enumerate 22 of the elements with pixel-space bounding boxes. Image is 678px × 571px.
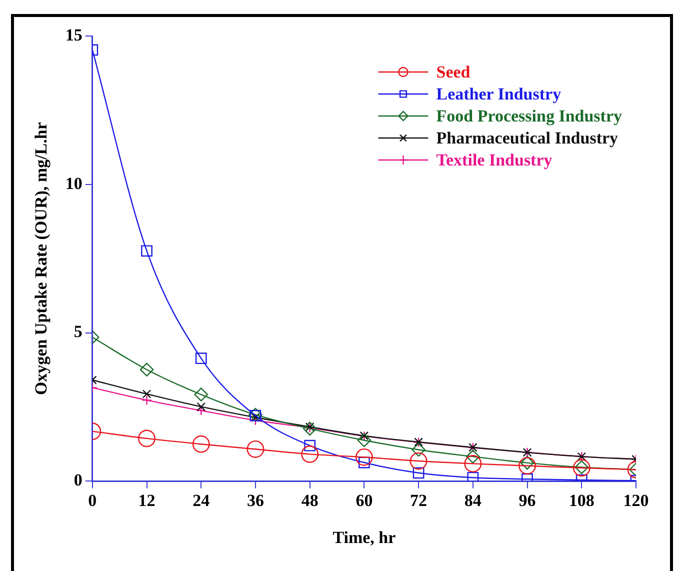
x-axis-title: Time, hr: [332, 528, 396, 548]
x-tick-label: 120: [623, 490, 649, 510]
y-axis-title: Oxygen Uptake Rate (OUR), mg/L.hr: [32, 122, 51, 396]
x-tick-label: 48: [301, 490, 318, 510]
y-tick-label: 10: [65, 174, 82, 193]
legend-label: Leather Industry: [436, 84, 562, 104]
x-tick-label: 84: [464, 490, 482, 510]
y-tick-label: 0: [74, 470, 82, 490]
y-tick-label: 15: [65, 25, 82, 44]
x-tick-label: 96: [518, 490, 536, 510]
y-tick-label: 5: [74, 322, 82, 342]
legend-label: Textile Industry: [436, 150, 553, 170]
x-tick-label: 36: [246, 490, 264, 510]
legend-label: Pharmaceutical Industry: [436, 128, 619, 148]
x-tick-label: 60: [356, 490, 373, 510]
x-tick-label: 12: [138, 490, 156, 510]
x-tick-label: 0: [88, 490, 97, 510]
x-tick-label: 108: [568, 490, 594, 510]
legend-label: Food Processing Industry: [436, 106, 622, 126]
x-tick-label: 24: [192, 490, 210, 510]
x-tick-label: 72: [410, 490, 428, 510]
legend-label: Seed: [436, 62, 471, 82]
